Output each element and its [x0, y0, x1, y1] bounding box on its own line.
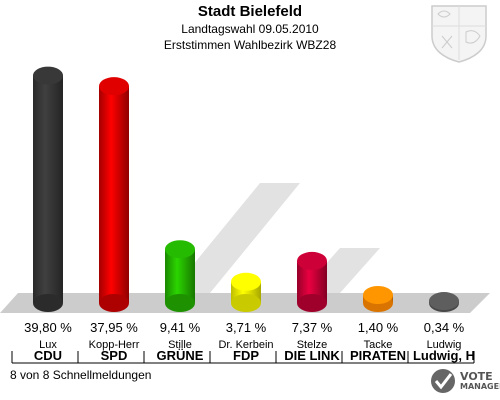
value-label: 9,41 % — [160, 320, 201, 335]
logo-text-vote: VOTE — [460, 370, 493, 383]
bar-2 — [99, 77, 129, 312]
bar-1 — [33, 66, 63, 312]
party-label: SPD — [101, 348, 128, 363]
party-label: DIE LINK — [284, 348, 340, 363]
value-label: 1,40 % — [358, 320, 399, 335]
party-label: FDP — [233, 348, 259, 363]
election-subtitle: Landtagswahl 09.05.2010 — [181, 22, 319, 36]
candidate-label: Tacke — [364, 339, 393, 351]
logo-text-manager: MANAGER — [460, 382, 500, 391]
value-label: 7,37 % — [292, 320, 333, 335]
votemanager-logo-icon — [431, 369, 455, 393]
candidate-label: Ludwig — [427, 339, 462, 351]
party-label: CDU — [34, 348, 62, 363]
candidate-label: Stille — [168, 339, 192, 351]
candidate-label: Lux — [39, 339, 57, 351]
bar-7 — [429, 292, 459, 312]
district-subtitle: Erststimmen Wahlbezirk WBZ28 — [163, 38, 337, 52]
value-label: 37,95 % — [90, 320, 138, 335]
value-label: 39,80 % — [24, 320, 72, 335]
bar-4 — [231, 272, 261, 312]
candidate-label: Stelze — [297, 339, 328, 351]
party-label: Ludwig, H — [413, 348, 475, 363]
reporting-status: 8 von 8 Schnellmeldungen — [10, 368, 152, 382]
value-label: 0,34 % — [424, 320, 465, 335]
bar-5 — [297, 251, 327, 312]
bar-6 — [363, 286, 393, 312]
coat-of-arms-icon — [431, 5, 487, 63]
value-label: 3,71 % — [226, 320, 267, 335]
chart-title: Stadt Bielefeld — [197, 3, 303, 20]
party-label: PIRATEN — [350, 348, 406, 363]
candidate-label: Kopp-Herr — [89, 339, 140, 351]
bar-3 — [165, 240, 195, 312]
party-label: GRÜNE — [157, 348, 204, 363]
candidate-label: Dr. Kerbein — [218, 339, 273, 351]
